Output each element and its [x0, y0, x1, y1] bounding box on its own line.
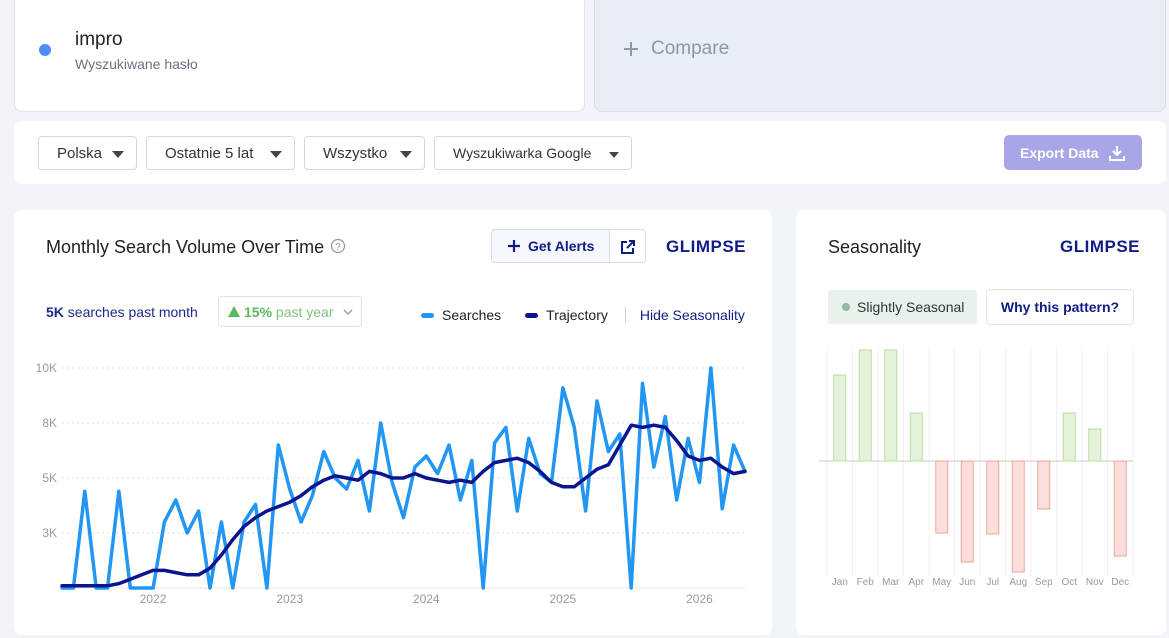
bar — [909, 412, 923, 462]
bar — [1113, 460, 1127, 557]
filter-label: Ostatnie 5 lat — [165, 144, 254, 162]
legend-swatch — [525, 312, 539, 318]
brand-logo: GLIMPSE — [666, 237, 747, 256]
filter-label: Wszystko — [323, 144, 388, 162]
caret — [609, 152, 619, 158]
y-tick-label: 10K — [36, 361, 57, 375]
filter-label: Wyszukiwarka Google — [453, 145, 592, 161]
keyword-term: impro — [75, 29, 123, 50]
y-tick-label: 3K — [42, 526, 57, 540]
volume-chart: 3K 5K 8K 10K 2022 2023 2024 2025 2026 — [36, 361, 747, 606]
badge-dot — [842, 303, 850, 311]
plus-icon — [508, 240, 520, 252]
compare-card[interactable]: Compare — [594, 0, 1166, 112]
hide-seasonality-link[interactable]: Hide Seasonality — [639, 307, 745, 323]
filter-dropdown[interactable]: Wszystko — [304, 136, 425, 170]
bar — [1037, 460, 1051, 510]
keyword-card: impro Wyszukiwane hasło — [14, 0, 585, 112]
bar — [960, 460, 974, 563]
bar — [1088, 428, 1102, 462]
chevron — [343, 309, 352, 315]
filter-dropdown[interactable]: Polska — [38, 136, 137, 170]
legend-label: Trajectory — [546, 307, 608, 323]
compare-label: Compare — [651, 38, 730, 59]
x-tick-label: 2024 — [413, 592, 440, 606]
card-title: Monthly Search Volume Over Time — [46, 237, 325, 257]
filter-dropdown[interactable]: Ostatnie 5 lat — [146, 136, 295, 170]
keyword-label: Wyszukiwane hasło — [75, 56, 198, 72]
seasonality-badge: Slightly Seasonal — [828, 290, 977, 324]
x-tick-label: 2023 — [276, 592, 303, 606]
y-tick-label: 8K — [42, 416, 57, 430]
past-month-stat: 5K searches past month — [46, 304, 198, 320]
x-tick-label: Apr — [908, 577, 924, 588]
x-tick-label: 2025 — [550, 592, 577, 606]
growth-text: past year — [275, 303, 334, 320]
help-icon[interactable]: ? — [330, 238, 346, 254]
svg-text:?: ? — [335, 242, 341, 253]
x-tick-label: Jul — [986, 577, 999, 588]
plus-icon — [624, 42, 638, 56]
stat-text: searches past month — [67, 304, 198, 320]
bar — [935, 460, 949, 534]
caret — [270, 151, 282, 158]
seasonality-card — [796, 210, 1166, 635]
series-line — [60, 366, 747, 590]
x-tick-label: Jan — [832, 577, 848, 588]
legend-label: Searches — [442, 307, 502, 323]
button-label: Get Alerts — [528, 238, 595, 254]
get-alerts-button[interactable]: Get Alerts — [491, 229, 610, 263]
download-icon — [1108, 145, 1125, 161]
brand-logo: GLIMPSE — [1060, 237, 1141, 256]
why-button[interactable]: Why this pattern? — [986, 289, 1134, 325]
legend-swatch — [421, 312, 434, 318]
y-tick-label: 5K — [42, 471, 57, 485]
x-tick-label: Nov — [1086, 577, 1104, 588]
keyword-dot — [39, 44, 51, 56]
caret — [112, 151, 124, 158]
x-tick-label: 2022 — [140, 592, 167, 606]
badge-label: Slightly Seasonal — [857, 299, 965, 315]
x-tick-label: Feb — [857, 577, 875, 588]
bar — [986, 460, 1000, 535]
bar — [833, 374, 847, 462]
bar — [884, 349, 898, 462]
series-line — [60, 423, 747, 588]
x-tick-label: Oct — [1061, 577, 1077, 588]
x-tick-label: Aug — [1009, 577, 1027, 588]
export-label: Export Data — [1020, 144, 1099, 161]
open-external-button[interactable] — [609, 229, 646, 263]
export-button[interactable]: Export Data — [1004, 135, 1142, 170]
stat-value: 5K — [46, 304, 64, 320]
caret — [400, 151, 412, 158]
seasonality-chart: Jan Feb Mar Apr May Jun Jul Aug Sep Oct Nov Dec — [819, 346, 1134, 588]
x-tick-label: Dec — [1111, 577, 1129, 588]
card-title: Seasonality — [828, 237, 922, 257]
bar — [1011, 460, 1025, 573]
x-tick-label: Mar — [882, 577, 900, 588]
bar — [1062, 412, 1076, 462]
up-triangle — [228, 306, 240, 317]
x-tick-label: Sep — [1035, 577, 1053, 588]
filter-dropdown[interactable]: Wyszukiwarka Google — [434, 136, 632, 170]
growth-dropdown[interactable]: 15% past year — [218, 296, 362, 327]
x-tick-label: Jun — [959, 577, 975, 588]
x-tick-label: May — [932, 577, 951, 588]
filter-label: Polska — [57, 144, 103, 162]
legend-divider — [624, 307, 626, 323]
x-tick-label: 2026 — [686, 592, 713, 606]
growth-value: 15% — [244, 303, 273, 320]
bar — [858, 349, 872, 462]
legend: Searches Trajectory Hide Seasonality — [421, 307, 745, 323]
external-icon — [621, 240, 635, 254]
